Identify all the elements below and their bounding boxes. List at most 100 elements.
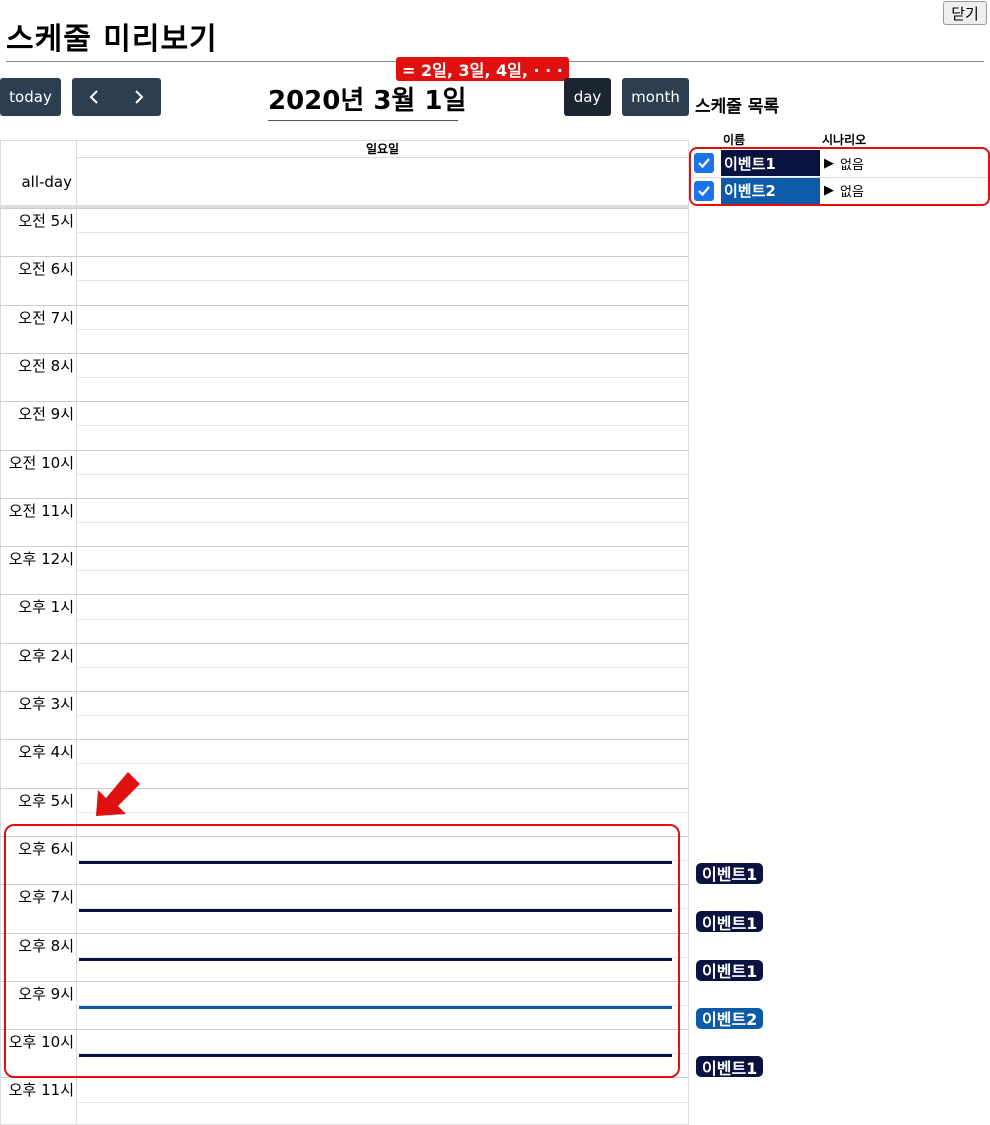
hour-label: 오전 9시	[18, 405, 74, 424]
schedule-list-item: 이벤트1 ▶ 없음	[693, 150, 987, 176]
checkmark-icon	[698, 185, 710, 196]
today-button[interactable]: today	[0, 78, 61, 116]
half-hour-gridline	[76, 763, 689, 765]
hour-label: 오후 10시	[8, 1033, 74, 1052]
half-hour-gridline	[76, 666, 689, 668]
hour-label: 오전 10시	[8, 453, 74, 472]
day-view-button[interactable]: day	[564, 78, 611, 116]
half-hour-gridline	[76, 232, 689, 234]
hour-label: 오전 7시	[18, 308, 74, 327]
half-hour-gridline	[76, 715, 689, 717]
hour-gridline	[0, 980, 689, 982]
allday-label: all-day	[21, 173, 72, 191]
time-column-divider	[76, 140, 77, 1125]
hour-gridline	[0, 1029, 689, 1031]
hour-gridline	[0, 401, 689, 403]
half-hour-gridline	[76, 280, 689, 282]
event1-checkbox[interactable]	[694, 153, 714, 173]
hour-label: 오후 1시	[18, 598, 74, 617]
evening-highlight	[4, 824, 680, 1078]
half-hour-gridline	[76, 908, 689, 910]
date-title: 2020년 3월 1일	[268, 80, 466, 121]
schedule-list-title: 스케줄 목록	[695, 97, 780, 117]
half-hour-gridline	[76, 1004, 689, 1006]
date-annotation: = 2일, 3일, 4일, · · ·	[396, 57, 569, 81]
event-label: 이벤트1	[696, 911, 764, 933]
hour-label: 오후 2시	[18, 646, 74, 665]
hour-label: 오후 3시	[18, 695, 74, 713]
hour-gridline	[0, 932, 689, 934]
hour-gridline	[0, 546, 689, 548]
hour-label: 오후 12시	[8, 550, 74, 569]
hour-gridline	[0, 256, 689, 258]
page-title: 스케줄 미리보기	[6, 22, 218, 57]
half-hour-gridline	[76, 618, 689, 620]
hour-label: 오후 4시	[18, 743, 74, 762]
red-arrow-icon	[96, 772, 140, 816]
hour-gridline	[0, 787, 689, 789]
scenario-value: 없음	[840, 185, 864, 200]
event-label: 이벤트1	[696, 862, 764, 884]
scenario-toggle[interactable]: ▶ 없음	[824, 154, 864, 173]
schedule-list-item: 이벤트2 ▶ 없음	[693, 177, 987, 204]
half-hour-gridline	[76, 328, 689, 330]
hour-label: 오후 6시	[18, 839, 74, 858]
triangle-right-icon: ▶	[824, 155, 834, 171]
chevron-right-icon	[135, 90, 144, 104]
prev-next-group	[72, 78, 161, 116]
allday-divider	[0, 205, 689, 208]
hour-gridline	[0, 642, 689, 644]
day-header: 일요일	[76, 140, 689, 158]
hour-label: 오후 7시	[18, 888, 74, 907]
hour-gridline	[0, 691, 689, 692]
half-hour-gridline	[76, 425, 689, 427]
event-label: 이벤트1	[696, 1056, 764, 1078]
next-button[interactable]	[117, 78, 162, 116]
hour-gridline	[0, 497, 689, 499]
hour-label: 오후 9시	[18, 984, 74, 1003]
half-hour-gridline	[76, 570, 689, 572]
hour-label: 오전 11시	[8, 501, 74, 520]
hour-gridline	[0, 449, 689, 451]
triangle-right-icon: ▶	[824, 183, 834, 198]
event-block[interactable]	[79, 1054, 672, 1058]
half-hour-gridline	[76, 473, 689, 475]
event-block[interactable]	[79, 860, 672, 864]
chevron-left-icon	[89, 90, 98, 104]
month-view-button[interactable]: month	[622, 78, 689, 116]
hour-gridline	[0, 304, 689, 306]
hour-gridline	[0, 594, 689, 596]
event-label: 이벤트1	[696, 959, 764, 981]
event-block[interactable]	[79, 909, 672, 913]
event-block[interactable]	[79, 957, 672, 961]
hour-label: 오전 6시	[18, 260, 74, 279]
column-header-scenario: 시나리오	[822, 133, 867, 147]
hour-gridline	[0, 208, 689, 209]
scenario-value: 없음	[840, 157, 864, 173]
hour-gridline	[0, 739, 689, 741]
event-name: 이벤트2	[721, 177, 820, 204]
hour-label: 오후 5시	[18, 791, 74, 810]
close-button[interactable]: 닫기	[943, 1, 987, 25]
hour-gridline	[0, 352, 689, 354]
prev-button[interactable]	[72, 78, 117, 116]
hour-label: 오후 11시	[8, 1081, 74, 1100]
half-hour-gridline	[76, 1053, 689, 1055]
half-hour-gridline	[76, 521, 689, 523]
column-header-name: 이름	[723, 133, 746, 147]
event-block[interactable]	[79, 1005, 672, 1009]
scenario-toggle[interactable]: ▶ 없음	[824, 181, 864, 200]
hour-label: 오후 8시	[18, 936, 74, 955]
half-hour-gridline	[76, 1101, 689, 1103]
event2-checkbox[interactable]	[694, 180, 714, 201]
event-name: 이벤트1	[721, 150, 820, 176]
hour-gridline	[0, 884, 689, 886]
hour-gridline	[0, 835, 689, 837]
checkmark-icon	[698, 158, 710, 169]
half-hour-gridline	[76, 377, 689, 379]
half-hour-gridline	[76, 811, 689, 813]
schedule-list-highlight	[689, 147, 990, 206]
hour-label: 오전 5시	[18, 212, 74, 230]
half-hour-gridline	[76, 956, 689, 958]
event-label: 이벤트2	[696, 1007, 764, 1029]
